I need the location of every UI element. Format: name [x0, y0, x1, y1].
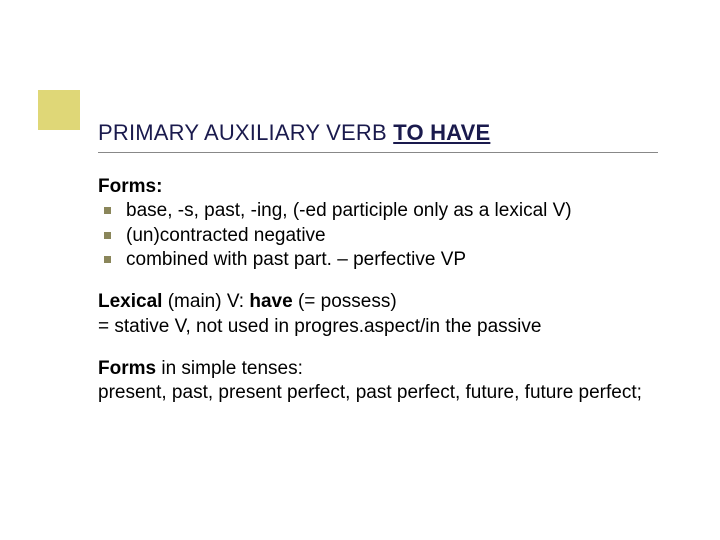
list-item-text: combined with past part. – perfective VP — [126, 249, 466, 270]
lexical-line2: = stative V, not used in progres.aspect/… — [98, 315, 690, 339]
lexical-line1: Lexical (main) V: have (= possess) — [98, 290, 690, 314]
lexical-rest: (main) V: — [168, 291, 250, 312]
forms-list: base, -s, past, -ing, (-ed participle on… — [98, 199, 690, 272]
title-prefix: PRIMARY AUXILIARY VERB — [98, 120, 393, 145]
lexical-tail: (= possess) — [293, 291, 397, 312]
title-underline — [98, 152, 658, 153]
list-item-text: base, -s, past, -ing, (-ed participle on… — [126, 200, 572, 221]
tenses-body: present, past, present perfect, past per… — [98, 381, 690, 405]
list-item: (un)contracted negative — [98, 224, 690, 248]
tenses-heading-line: Forms in simple tenses: — [98, 357, 690, 381]
lexical-label: Lexical — [98, 291, 168, 312]
tenses-heading: Forms — [98, 358, 156, 379]
accent-box — [38, 90, 80, 130]
title-emphasis: TO HAVE — [393, 120, 490, 145]
list-item-text: (un)contracted negative — [126, 225, 326, 246]
forms-heading: Forms: — [98, 175, 690, 199]
page-title: PRIMARY AUXILIARY VERB TO HAVE — [98, 120, 690, 146]
lexical-have: have — [249, 291, 292, 312]
list-item: base, -s, past, -ing, (-ed participle on… — [98, 199, 690, 223]
tenses-block: Forms in simple tenses: present, past, p… — [98, 357, 690, 406]
tenses-heading-tail: in simple tenses: — [156, 358, 303, 379]
slide-content: PRIMARY AUXILIARY VERB TO HAVE Forms: ba… — [98, 120, 690, 424]
list-item: combined with past part. – perfective VP — [98, 248, 690, 272]
lexical-block: Lexical (main) V: have (= possess) = sta… — [98, 290, 690, 339]
forms-block: Forms: base, -s, past, -ing, (-ed partic… — [98, 175, 690, 272]
